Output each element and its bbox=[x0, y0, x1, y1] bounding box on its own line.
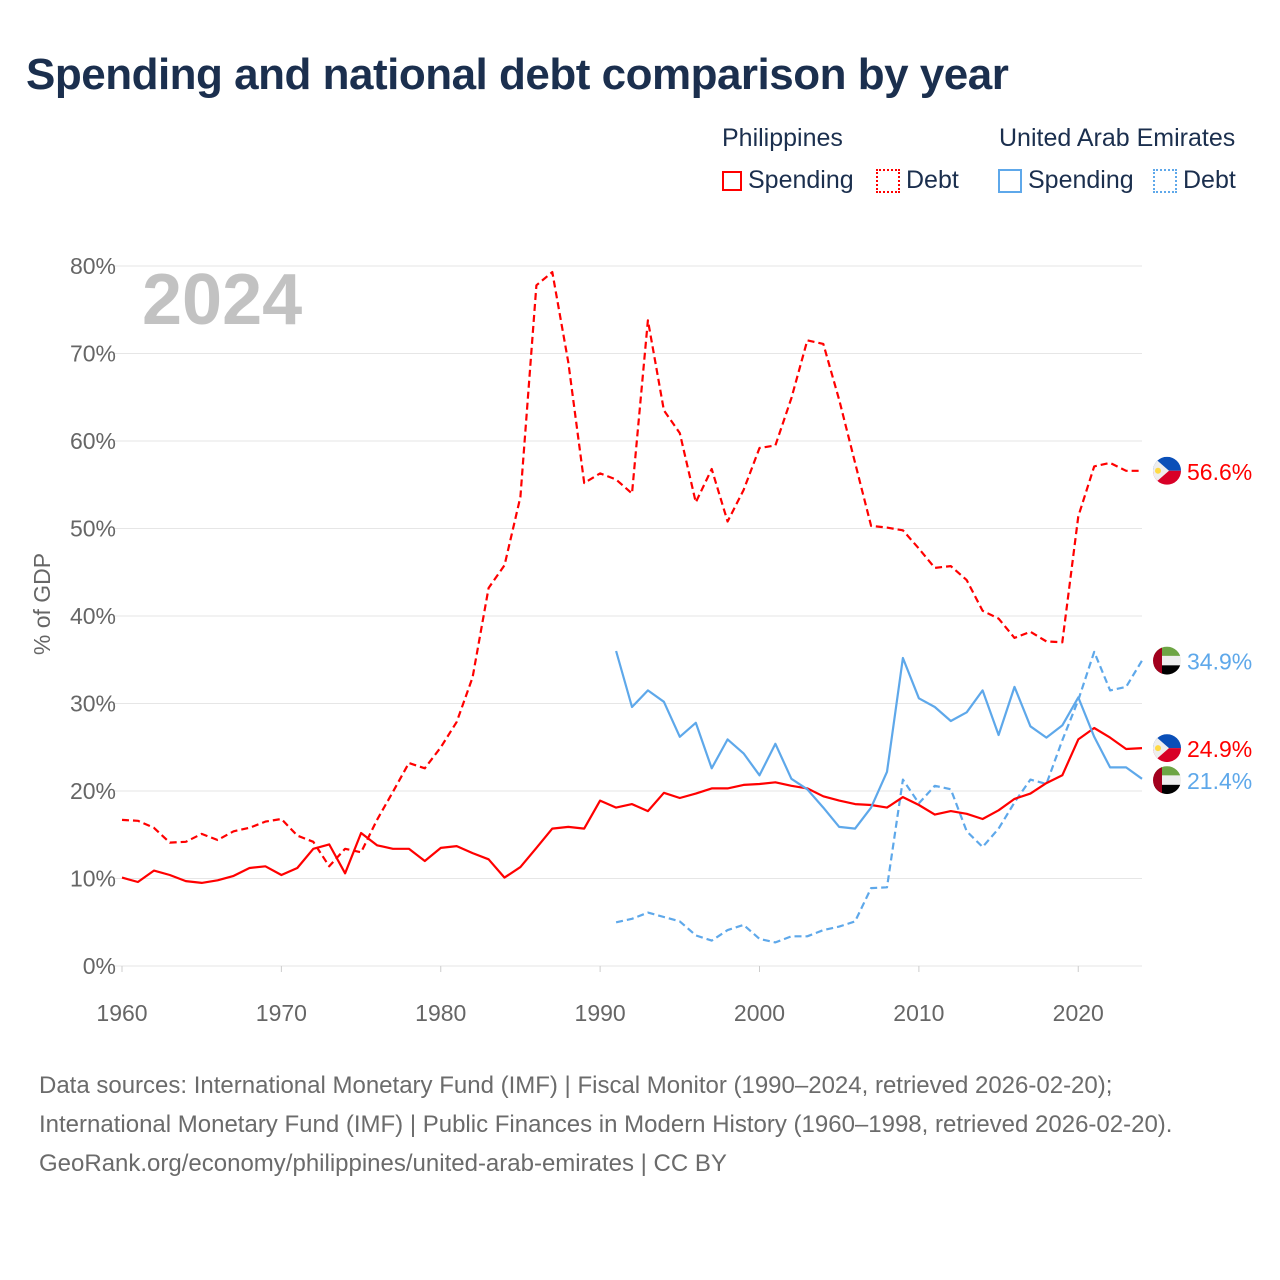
x-tick-label: 1970 bbox=[256, 1000, 307, 1026]
chart-title: Spending and national debt comparison by… bbox=[26, 50, 1009, 99]
legend-philippines-spending[interactable]: Spending bbox=[722, 166, 854, 195]
y-tick-label: 80% bbox=[70, 253, 116, 279]
y-tick-label: 30% bbox=[70, 691, 116, 717]
series-line-philippines-debt bbox=[121, 271, 1142, 868]
x-tick-label: 1990 bbox=[575, 1000, 626, 1026]
flag-stripe bbox=[1153, 784, 1181, 795]
x-tick-label: 1960 bbox=[96, 1000, 147, 1026]
uae-flag-icon bbox=[1153, 646, 1181, 675]
series-line-united-arab-emirates-spending bbox=[615, 650, 1143, 830]
data-sources: Data sources: International Monetary Fun… bbox=[39, 1072, 1173, 1138]
legend-philippines-debt[interactable]: Debt bbox=[876, 166, 959, 195]
y-axis-label: % of GDP bbox=[29, 553, 55, 655]
legend-swatch-solid-red bbox=[722, 170, 742, 191]
year-watermark: 2024 bbox=[142, 260, 302, 340]
philippines-flag-icon bbox=[1153, 734, 1181, 763]
uae-flag-icon bbox=[1153, 766, 1181, 795]
end-value-label: 21.4% bbox=[1187, 768, 1252, 794]
end-value-label: 56.6% bbox=[1187, 459, 1252, 485]
legend-swatch-dotted-blue bbox=[1153, 168, 1177, 193]
x-tick-label: 2000 bbox=[734, 1000, 785, 1026]
flag-fill bbox=[1153, 734, 1181, 763]
flag-stripe bbox=[1153, 655, 1181, 666]
x-tick-label: 2020 bbox=[1053, 1000, 1104, 1026]
x-tick-label: 2010 bbox=[893, 1000, 944, 1026]
legend-label: Debt bbox=[906, 166, 959, 194]
flag-stripe bbox=[1153, 766, 1162, 795]
y-tick-label: 10% bbox=[70, 866, 116, 892]
y-tick-label: 40% bbox=[70, 603, 116, 629]
legend-label: Spending bbox=[748, 166, 854, 194]
flag-fill bbox=[1153, 646, 1181, 675]
series-line-philippines-spending bbox=[121, 726, 1143, 885]
y-tick-label: 20% bbox=[70, 778, 116, 804]
flag-fill bbox=[1153, 766, 1181, 795]
legend-label: Debt bbox=[1183, 166, 1236, 194]
y-tick-label: 50% bbox=[70, 516, 116, 542]
y-tick-label: 0% bbox=[83, 953, 116, 979]
y-tick-label: 70% bbox=[70, 341, 116, 367]
end-value-label: 24.9% bbox=[1187, 736, 1252, 762]
flag-stripe bbox=[1153, 775, 1181, 785]
legend-uae-debt[interactable]: Debt bbox=[1153, 166, 1236, 195]
footer: Data sources: International Monetary Fun… bbox=[39, 1066, 1239, 1183]
series-line-united-arab-emirates-debt bbox=[615, 650, 1143, 944]
flag-stripe bbox=[1153, 665, 1181, 675]
x-tick-label: 1980 bbox=[415, 1000, 466, 1026]
end-value-label: 34.9% bbox=[1187, 649, 1252, 675]
legend-swatch-dotted-red bbox=[876, 168, 900, 193]
flag-stripe bbox=[1153, 766, 1181, 776]
legend-country-philippines: Philippines bbox=[722, 124, 843, 152]
flag-stripe bbox=[1153, 646, 1162, 675]
philippines-flag-icon bbox=[1153, 456, 1181, 485]
y-tick-label: 60% bbox=[70, 428, 116, 454]
flag-sun bbox=[1155, 745, 1161, 752]
attribution-link[interactable]: GeoRank.org/economy/philippines/united-a… bbox=[39, 1150, 727, 1177]
flag-fill bbox=[1153, 456, 1181, 485]
legend-uae-spending[interactable]: Spending bbox=[998, 166, 1134, 195]
flag-sun bbox=[1155, 467, 1161, 474]
flag-stripe bbox=[1153, 646, 1181, 656]
legend-label: Spending bbox=[1028, 166, 1134, 194]
legend-country-uae: United Arab Emirates bbox=[999, 124, 1236, 152]
legend-swatch-solid-blue bbox=[998, 168, 1022, 193]
